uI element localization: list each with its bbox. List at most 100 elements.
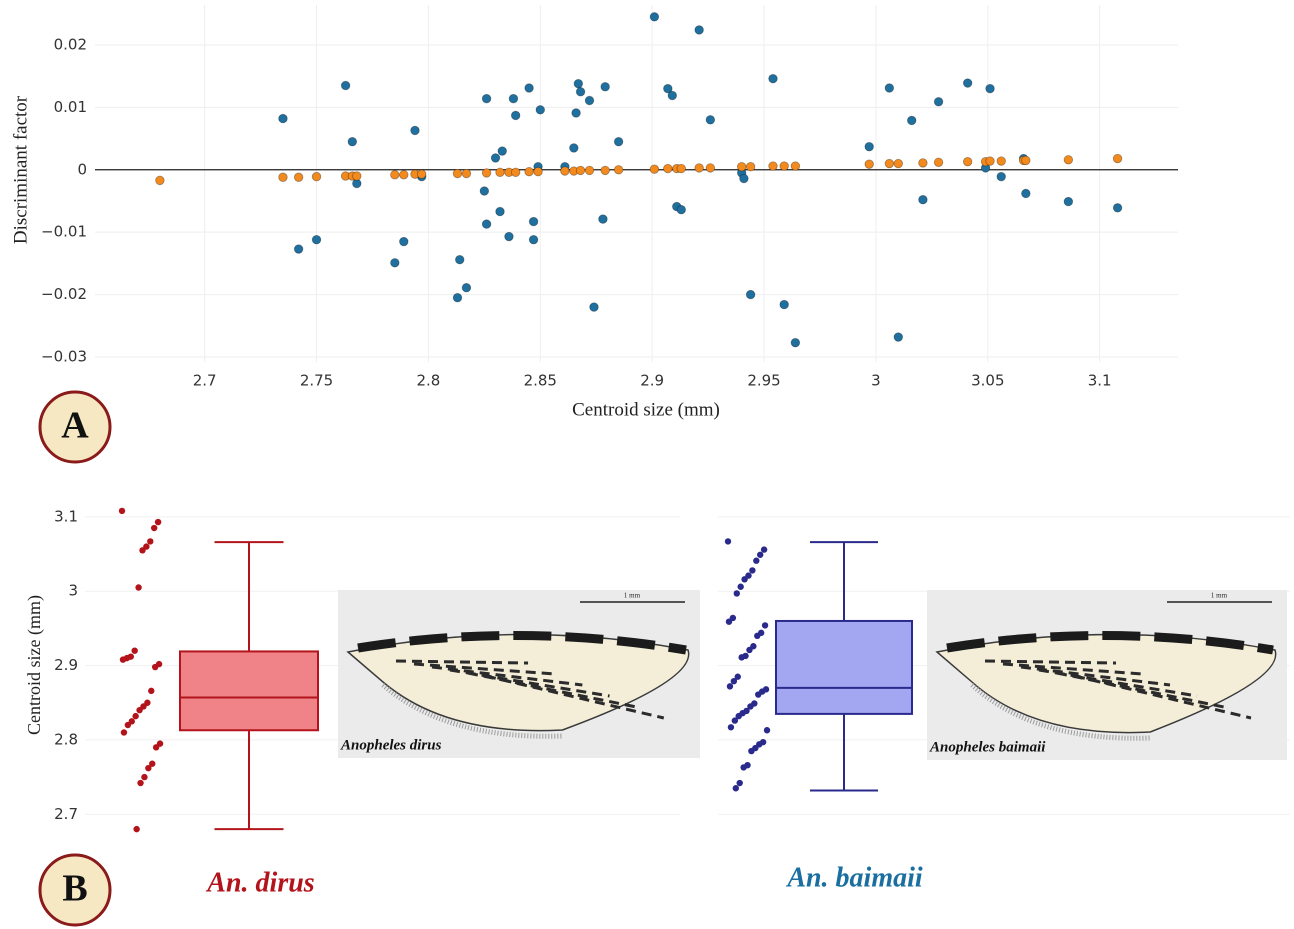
point: [498, 147, 507, 156]
wing-caption: Anopheles baimaii: [929, 739, 1046, 755]
jitter-point: [133, 826, 139, 832]
jitter-point: [737, 780, 743, 786]
point: [482, 169, 491, 178]
jitter-point: [764, 727, 770, 733]
point: [997, 172, 1006, 181]
jitter-point: [732, 717, 738, 723]
point: [894, 159, 903, 168]
y-axis-title: Centroid size (mm): [24, 595, 45, 735]
point: [706, 164, 715, 173]
jitter-point: [734, 590, 740, 596]
point: [511, 168, 520, 177]
x-tick-label: 2.95: [747, 372, 780, 390]
y-tick-label: 3: [68, 582, 78, 600]
y-tick-label: −0.01: [41, 223, 87, 241]
box: [776, 621, 912, 714]
point: [1113, 154, 1122, 163]
point: [664, 164, 673, 173]
point: [1113, 204, 1122, 213]
point: [482, 220, 491, 229]
y-axis-title: Discriminant factor: [10, 95, 31, 244]
y-tick-label: −0.03: [41, 348, 87, 366]
point: [496, 207, 505, 216]
point: [480, 187, 489, 196]
jitter-point: [141, 774, 147, 780]
point: [453, 293, 462, 302]
point: [576, 87, 585, 96]
jitter-point: [741, 576, 747, 582]
jitter-point: [147, 538, 153, 544]
panel-label: A: [61, 405, 89, 447]
point: [695, 26, 704, 35]
point: [599, 215, 608, 224]
x-tick-label: 2.75: [300, 372, 333, 390]
species-label: An. baimaii: [785, 862, 923, 893]
jitter-point: [145, 765, 151, 771]
point: [279, 114, 288, 123]
jitter-point: [135, 584, 141, 590]
jitter-point: [137, 780, 143, 786]
panel-label: B: [62, 868, 87, 910]
y-tick-label: 0: [77, 160, 87, 178]
point: [907, 116, 916, 125]
jitter-point: [737, 584, 743, 590]
jitter-point: [125, 722, 131, 728]
y-tick-label: 2.8: [54, 730, 78, 748]
point: [482, 94, 491, 103]
point: [737, 162, 746, 171]
point: [525, 167, 534, 176]
point: [780, 300, 789, 309]
point: [453, 169, 462, 178]
point: [455, 255, 464, 264]
scale-bar-label: 1 mm: [1211, 592, 1228, 600]
jitter-point: [749, 567, 755, 573]
figure: 2.72.752.82.852.92.9533.053.1−0.03−0.02−…: [0, 0, 1294, 929]
point: [650, 165, 659, 174]
jitter-point: [728, 724, 734, 730]
jitter-point: [725, 538, 731, 544]
point: [156, 176, 165, 185]
jitter-point: [152, 664, 158, 670]
x-axis-title: Centroid size (mm): [572, 399, 720, 420]
jitter-point: [155, 519, 161, 525]
point: [505, 232, 514, 241]
point: [601, 82, 610, 91]
y-tick-label: 0.01: [54, 98, 87, 116]
point: [885, 84, 894, 93]
wing-caption: Anopheles dirus: [340, 737, 442, 753]
point: [986, 157, 995, 166]
point: [706, 116, 715, 125]
point: [780, 162, 789, 171]
jitter-point: [740, 764, 746, 770]
point: [791, 162, 800, 171]
point: [1022, 156, 1031, 165]
point: [391, 258, 400, 267]
species-label: An. dirus: [205, 867, 314, 898]
point: [574, 79, 583, 88]
point: [561, 167, 570, 176]
jitter-point: [132, 713, 138, 719]
point: [391, 170, 400, 179]
x-tick-label: 2.7: [193, 372, 217, 390]
point: [585, 166, 594, 175]
point: [312, 172, 321, 181]
point: [865, 160, 874, 169]
x-tick-label: 3.1: [1088, 372, 1112, 390]
point: [769, 74, 778, 83]
point: [885, 159, 894, 168]
point: [411, 126, 420, 135]
jitter-point: [121, 729, 127, 735]
jitter-point: [139, 547, 145, 553]
point: [614, 165, 623, 174]
jitter-point: [757, 552, 763, 558]
box: [180, 651, 318, 730]
jitter-point: [753, 558, 759, 564]
point: [963, 79, 972, 88]
jitter-point: [136, 707, 142, 713]
point: [348, 137, 357, 146]
jitter-point: [726, 619, 732, 625]
point: [614, 137, 623, 146]
point: [865, 142, 874, 151]
point: [585, 96, 594, 105]
point: [511, 111, 520, 120]
